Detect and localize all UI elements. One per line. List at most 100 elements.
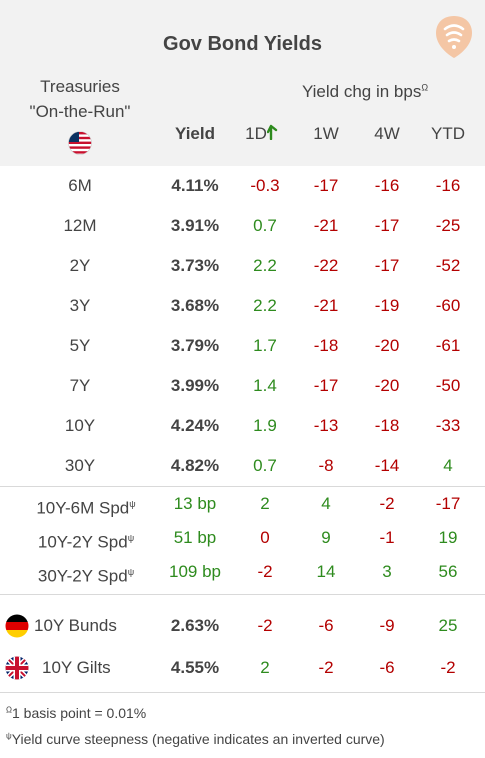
table-row: 7Y 3.99% 1.4 -17 -20 -50 (0, 366, 485, 406)
change-1w: -21 (313, 216, 339, 235)
table-row: 10Y 4.24% 1.9 -13 -18 -33 (0, 406, 485, 446)
table-row: 10Y Gilts 4.55% 2 -2 -6 -2 (0, 648, 485, 688)
change-1w: -6 (318, 616, 334, 635)
spread-row: 30Y-2Y Spdψ 109 bp -2 14 3 56 (0, 555, 485, 589)
change-ytd: -25 (435, 216, 461, 235)
change-1d: 0.7 (253, 216, 277, 235)
change-1w: -8 (318, 456, 334, 475)
row-label: 5Y (69, 336, 91, 355)
change-1d: 2.2 (253, 296, 277, 315)
change-4w: -17 (374, 256, 400, 275)
yield-column-header: Yield (175, 124, 215, 143)
change-4w: -17 (374, 216, 400, 235)
divider (0, 692, 485, 693)
yield-value: 4.82% (170, 456, 220, 475)
yield-value: 3.79% (170, 336, 220, 355)
change-4w: -14 (374, 456, 400, 475)
1d-column-header: 1D (232, 124, 292, 144)
row-label: 10Y Bunds (34, 616, 117, 635)
row-label: 10Y Gilts (42, 658, 111, 677)
row-label: 10Y-2Y Spdψ (37, 532, 135, 552)
1w-column-header: 1W (313, 124, 339, 143)
row-label: 6M (68, 176, 92, 195)
table-row: 30Y 4.82% 0.7 -8 -14 4 (0, 446, 485, 486)
change-ytd: -33 (435, 416, 461, 435)
table-row: 6M 4.11% -0.3 -17 -16 -16 (0, 166, 485, 206)
yield-value: 4.11% (171, 176, 219, 195)
germany-flag-icon (5, 614, 29, 638)
change-ytd: 19 (438, 528, 458, 547)
steepening-arrow-icon (266, 124, 278, 141)
footnote-curve-steepness: ψYield curve steepness (negative indicat… (6, 731, 385, 747)
table-row: 5Y 3.79% 1.7 -18 -20 -61 (0, 326, 485, 366)
row-label: 3Y (69, 296, 91, 315)
change-4w: -20 (374, 376, 400, 395)
change-1d: -2 (257, 616, 273, 635)
page-title: Gov Bond Yields (163, 33, 322, 55)
ytd-column-header: YTD (431, 124, 465, 143)
yield-value: 2.63% (170, 616, 220, 635)
row-label: 30Y (64, 456, 96, 475)
change-1w: 14 (316, 562, 336, 581)
change-4w: -20 (374, 336, 400, 355)
change-1d: 1.9 (253, 416, 277, 435)
spread-value: 109 bp (169, 562, 221, 581)
yield-change-group-header: Yield chg in bpsΩ (301, 82, 429, 101)
logo-icon (436, 16, 472, 58)
change-1d: 2 (260, 658, 270, 677)
change-1d: -0.3 (250, 176, 280, 195)
row-label: 10Y-6M Spdψ (36, 498, 136, 518)
change-ytd: 56 (438, 562, 458, 581)
row-label: 2Y (69, 256, 91, 275)
footnote-basis-point: Ω1 basis point = 0.01% (6, 705, 147, 721)
change-1w: 4 (321, 494, 331, 513)
change-1d: 1.4 (253, 376, 277, 395)
change-1w: -17 (313, 376, 339, 395)
change-1w: -22 (313, 256, 339, 275)
change-ytd: -16 (435, 176, 461, 195)
yield-value: 4.24% (170, 416, 220, 435)
us-flag-icon (68, 131, 92, 155)
change-1d: 2 (260, 494, 270, 513)
change-ytd: -17 (435, 494, 461, 513)
change-4w: -19 (374, 296, 400, 315)
4w-column-header: 4W (374, 124, 400, 143)
divider (0, 594, 485, 595)
change-ytd: 25 (438, 616, 458, 635)
spread-row: 10Y-2Y Spdψ 51 bp 0 9 -1 19 (0, 521, 485, 555)
change-1d: 0.7 (253, 456, 277, 475)
yield-value: 3.73% (170, 256, 220, 275)
change-ytd: -61 (435, 336, 461, 355)
change-1w: -2 (318, 658, 334, 677)
change-1d: 0 (260, 528, 270, 547)
table-row: 12M 3.91% 0.7 -21 -17 -25 (0, 206, 485, 246)
yield-value: 3.99% (170, 376, 220, 395)
change-1w: -18 (313, 336, 339, 355)
change-1w: -13 (313, 416, 339, 435)
row-label: 30Y-2Y Spdψ (37, 566, 135, 586)
change-4w: -18 (374, 416, 400, 435)
table-row: 3Y 3.68% 2.2 -21 -19 -60 (0, 286, 485, 326)
change-4w: 3 (382, 562, 392, 581)
change-1d: 1.7 (253, 336, 277, 355)
yield-value: 3.91% (170, 216, 220, 235)
row-label: 7Y (69, 376, 91, 395)
row-label: 10Y (64, 416, 96, 435)
change-ytd: 4 (443, 456, 453, 475)
change-1w: -17 (313, 176, 339, 195)
spread-value: 13 bp (173, 494, 217, 513)
table-row: 10Y Bunds 2.63% -2 -6 -9 25 (0, 606, 485, 646)
change-1w: 9 (321, 528, 331, 547)
treasuries-label: Treasuries (40, 77, 120, 96)
yield-value: 4.55% (170, 658, 220, 677)
spread-row: 10Y-6M Spdψ 13 bp 2 4 -2 -17 (0, 487, 485, 521)
change-4w: -1 (379, 528, 395, 547)
table-row: 2Y 3.73% 2.2 -22 -17 -52 (0, 246, 485, 286)
change-1w: -21 (313, 296, 339, 315)
change-ytd: -2 (440, 658, 456, 677)
yield-value: 3.68% (170, 296, 220, 315)
on-the-run-label: "On-the-Run" (29, 102, 131, 121)
change-1d: 2.2 (253, 256, 277, 275)
change-4w: -6 (379, 658, 395, 677)
change-1d: -2 (257, 562, 273, 581)
